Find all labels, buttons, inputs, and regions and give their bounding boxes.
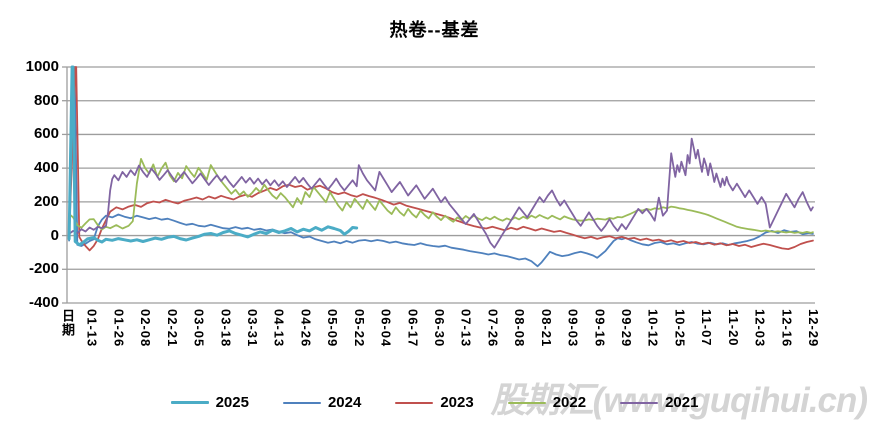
x-axis-tick-label: 07-13 [458, 309, 474, 348]
x-axis-tick-label: 04-26 [298, 309, 314, 348]
x-axis-tick-label: 05-22 [351, 309, 367, 348]
y-axis-tick-label: 200 [33, 192, 59, 210]
y-axis-tick-label: -400 [28, 294, 59, 311]
legend-label: 2022 [552, 394, 587, 411]
x-axis-tick-label: 09-29 [619, 309, 634, 348]
y-axis-tick-label: 400 [33, 159, 59, 177]
x-axis-tick-label: 01-13 [84, 309, 100, 348]
legend-line-swatch [170, 401, 209, 404]
y-axis-tick-label: 800 [33, 91, 59, 109]
x-axis-tick-label: 06-04 [378, 309, 394, 348]
legend-label: 2024 [327, 394, 362, 411]
legend-label: 2025 [215, 394, 249, 411]
y-axis-tick-label: 600 [33, 125, 59, 143]
x-axis-tick-label: 06-17 [405, 309, 421, 348]
watermark-text: 股期汇(www.guqihui.cn) [490, 381, 868, 420]
page-title: 热卷--基差 [389, 20, 480, 40]
x-axis-tick-label: 10-25 [672, 309, 688, 348]
x-axis-tick-label: 03-05 [191, 309, 207, 348]
legend-line-swatch [620, 401, 659, 404]
x-axis-tick-label: 11-07 [699, 309, 715, 347]
legend-label: 2021 [665, 394, 699, 411]
x-axis-tick-label: 02-21 [164, 309, 180, 348]
y-axis-tick-label: -200 [28, 260, 59, 278]
x-axis-tick-label: 12-03 [752, 309, 768, 348]
x-axis-tick-label: 12-29 [806, 309, 821, 348]
x-axis-tick-label: 05-09 [325, 309, 341, 348]
legend: 2025 2024 2023 2022 2021 [0, 394, 869, 411]
legend-line-swatch [507, 401, 546, 404]
x-axis-tick-label: 08-21 [538, 309, 554, 348]
x-axis-tick-label: 12-16 [779, 309, 795, 348]
x-axis-tick-label: 06-30 [432, 309, 447, 348]
y-axis-tick-label: 1000 [25, 58, 59, 75]
x-axis-tick-label: 01-26 [111, 309, 127, 348]
legend-item-2023: 2023 [395, 394, 474, 411]
x-axis-tick-label: 08-08 [512, 309, 528, 348]
legend-item-2025: 2025 [170, 394, 249, 411]
x-axis-tick-label: 04-13 [271, 309, 287, 348]
x-axis-tick-label: 11-20 [725, 309, 741, 347]
x-axis-tick-label: 03-31 [245, 309, 260, 348]
legend-line-swatch [282, 401, 321, 404]
legend-label: 2023 [440, 394, 474, 411]
x-axis-tick-label: 07-26 [485, 309, 501, 348]
legend-item-2021: 2021 [620, 394, 698, 411]
x-axis-tick-label: 09-16 [592, 309, 608, 348]
x-axis-tick-label: 09-03 [565, 309, 581, 348]
legend-item-2024: 2024 [282, 394, 362, 411]
legend-line-swatch [395, 401, 434, 404]
x-axis-tick-label: 02-08 [138, 309, 154, 348]
x-axis-tick-label: 10-12 [645, 309, 661, 348]
y-axis-tick-label: 0 [50, 226, 59, 244]
x-axis-tick-label: 日期 [60, 309, 75, 337]
x-axis-tick-label: 03-18 [218, 309, 234, 348]
legend-item-2022: 2022 [507, 394, 587, 411]
